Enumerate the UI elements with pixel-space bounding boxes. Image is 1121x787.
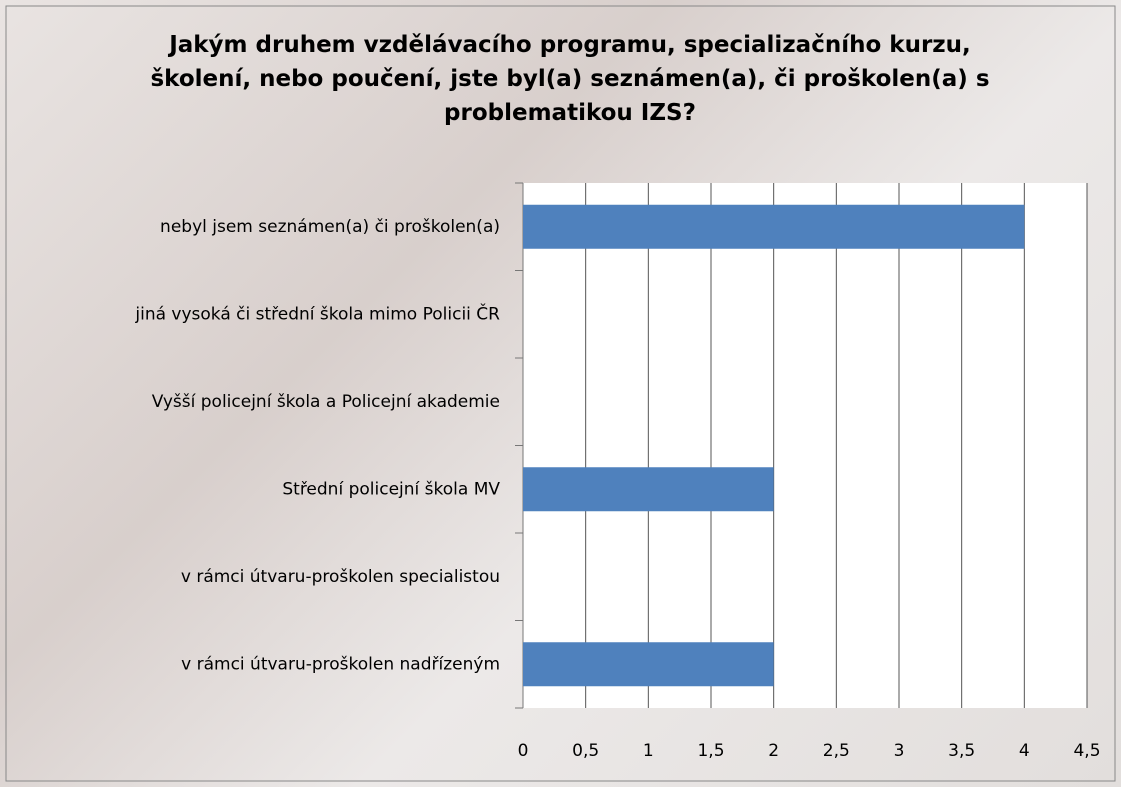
- x-tick-label: 3: [894, 741, 905, 761]
- x-tick-label: 0,5: [572, 741, 599, 761]
- x-tick-label: 4,5: [1073, 741, 1100, 761]
- x-tick-label: 4: [1019, 741, 1030, 761]
- y-tick-label: v rámci útvaru-proškolen specialistou: [181, 567, 500, 587]
- frame: [5, 5, 1116, 782]
- bar: [523, 467, 774, 512]
- y-tick-label: Střední policejní škola MV: [282, 479, 500, 499]
- y-tick-label: Vyšší policejní škola a Policejní akadem…: [152, 392, 500, 412]
- bar: [523, 204, 1025, 249]
- y-tick-label: v rámci útvaru-proškolen nadřízeným: [181, 654, 500, 674]
- y-tick-label: jiná vysoká či střední škola mimo Polici…: [134, 302, 500, 324]
- y-tick-label: nebyl jsem seznámen(a) či proškolen(a): [160, 217, 500, 237]
- x-tick-label: 1,5: [697, 741, 724, 761]
- x-tick-label: 2: [768, 741, 779, 761]
- x-tick-label: 2,5: [823, 741, 850, 761]
- chart-title: Jakým druhem vzdělávacího programu, spec…: [150, 32, 990, 126]
- bar: [523, 642, 774, 687]
- x-tick-label: 3,5: [948, 741, 975, 761]
- plot-area: [523, 183, 1087, 708]
- x-tick-label: 0: [518, 741, 529, 761]
- x-tick-label: 1: [643, 741, 654, 761]
